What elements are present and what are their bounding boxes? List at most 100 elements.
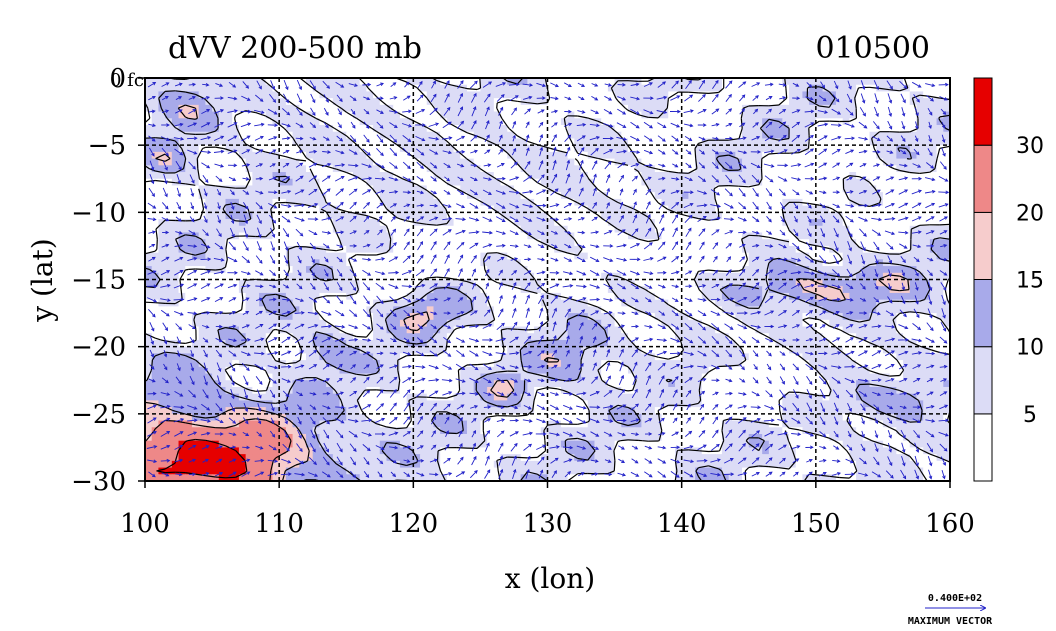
field-cell	[292, 118, 300, 126]
field-cell	[695, 252, 703, 260]
field-cell	[560, 212, 569, 220]
field-cell	[822, 292, 830, 301]
field-cell	[628, 138, 636, 146]
field-cell	[245, 333, 253, 341]
field-cell	[534, 225, 542, 234]
field-cell	[205, 104, 213, 113]
field-cell	[393, 353, 401, 361]
field-cell	[332, 326, 341, 334]
field-cell	[145, 313, 153, 321]
field-cell	[614, 138, 622, 146]
field-cell	[446, 165, 455, 173]
field-cell	[896, 84, 904, 93]
field-cell	[534, 245, 542, 254]
field-cell	[681, 104, 689, 113]
field-cell	[815, 225, 824, 234]
field-cell	[433, 178, 441, 187]
field-cell	[909, 131, 918, 140]
field-cell	[742, 145, 750, 153]
field-cell	[621, 306, 629, 314]
field-cell	[393, 104, 401, 113]
field-cell	[574, 225, 582, 234]
field-cell	[540, 245, 549, 254]
field-cell	[674, 138, 683, 146]
field-cell	[373, 125, 381, 133]
field-cell	[789, 326, 797, 334]
field-cell	[882, 78, 891, 86]
field-cell	[809, 104, 817, 113]
field-cell	[560, 104, 569, 113]
field-cell	[259, 198, 267, 207]
field-cell	[903, 111, 911, 119]
field-cell	[306, 252, 314, 260]
field-cell	[467, 272, 475, 281]
field-cell	[460, 326, 468, 334]
field-cell	[795, 232, 804, 240]
field-cell	[259, 131, 267, 140]
field-cell	[534, 172, 542, 180]
field-cell	[292, 286, 300, 294]
field-cell	[165, 205, 173, 213]
field-cell	[936, 158, 944, 166]
field-cell	[373, 158, 381, 166]
field-cell	[614, 326, 622, 334]
field-cell	[212, 91, 220, 99]
field-cell	[306, 232, 314, 240]
field-cell	[634, 198, 643, 207]
field-cell	[768, 306, 777, 314]
field-cell	[265, 306, 274, 314]
field-cell	[366, 78, 374, 86]
field-cell	[775, 225, 783, 234]
field-cell	[601, 91, 609, 99]
field-cell	[198, 158, 206, 166]
field-cell	[373, 346, 381, 354]
field-cell	[406, 78, 414, 86]
field-cell	[688, 225, 696, 234]
field-cell	[701, 185, 710, 193]
field-cell	[352, 266, 361, 274]
field-cell	[728, 212, 736, 220]
field-cell	[145, 245, 153, 254]
field-cell	[554, 84, 562, 93]
field-cell	[440, 198, 448, 207]
field-cell	[567, 198, 575, 207]
field-cell	[882, 286, 891, 294]
field-cell	[641, 245, 649, 254]
field-cell	[379, 319, 388, 328]
field-cell	[507, 178, 515, 187]
field-cell	[909, 185, 918, 193]
field-cell	[621, 353, 629, 361]
field-cell	[145, 299, 153, 307]
field-cell	[473, 232, 482, 240]
field-cell	[802, 111, 810, 119]
field-cell	[554, 225, 562, 234]
field-cell	[701, 212, 710, 220]
field-cell	[943, 225, 950, 234]
field-cell	[279, 313, 287, 321]
field-cell	[272, 212, 280, 220]
field-cell	[929, 333, 938, 341]
field-cell	[493, 118, 502, 126]
field-cell	[245, 299, 253, 307]
field-cell	[319, 198, 327, 207]
field-cell	[822, 326, 830, 334]
field-cell	[621, 198, 629, 207]
field-cell	[648, 245, 656, 254]
field-cell	[909, 198, 918, 207]
field-cell	[594, 98, 602, 106]
field-cell	[849, 131, 857, 140]
field-cell	[493, 178, 502, 187]
field-cell	[641, 104, 649, 113]
field-cell	[668, 252, 676, 260]
field-cell	[473, 84, 482, 93]
field-cell	[426, 339, 435, 348]
field-cell	[145, 239, 153, 247]
field-cell	[520, 138, 528, 146]
field-cell	[145, 185, 153, 193]
field-cell	[567, 151, 575, 160]
field-cell	[842, 131, 850, 140]
field-cell	[252, 118, 260, 126]
field-cell	[158, 84, 166, 93]
field-cell	[426, 118, 435, 126]
field-cell	[869, 192, 877, 200]
